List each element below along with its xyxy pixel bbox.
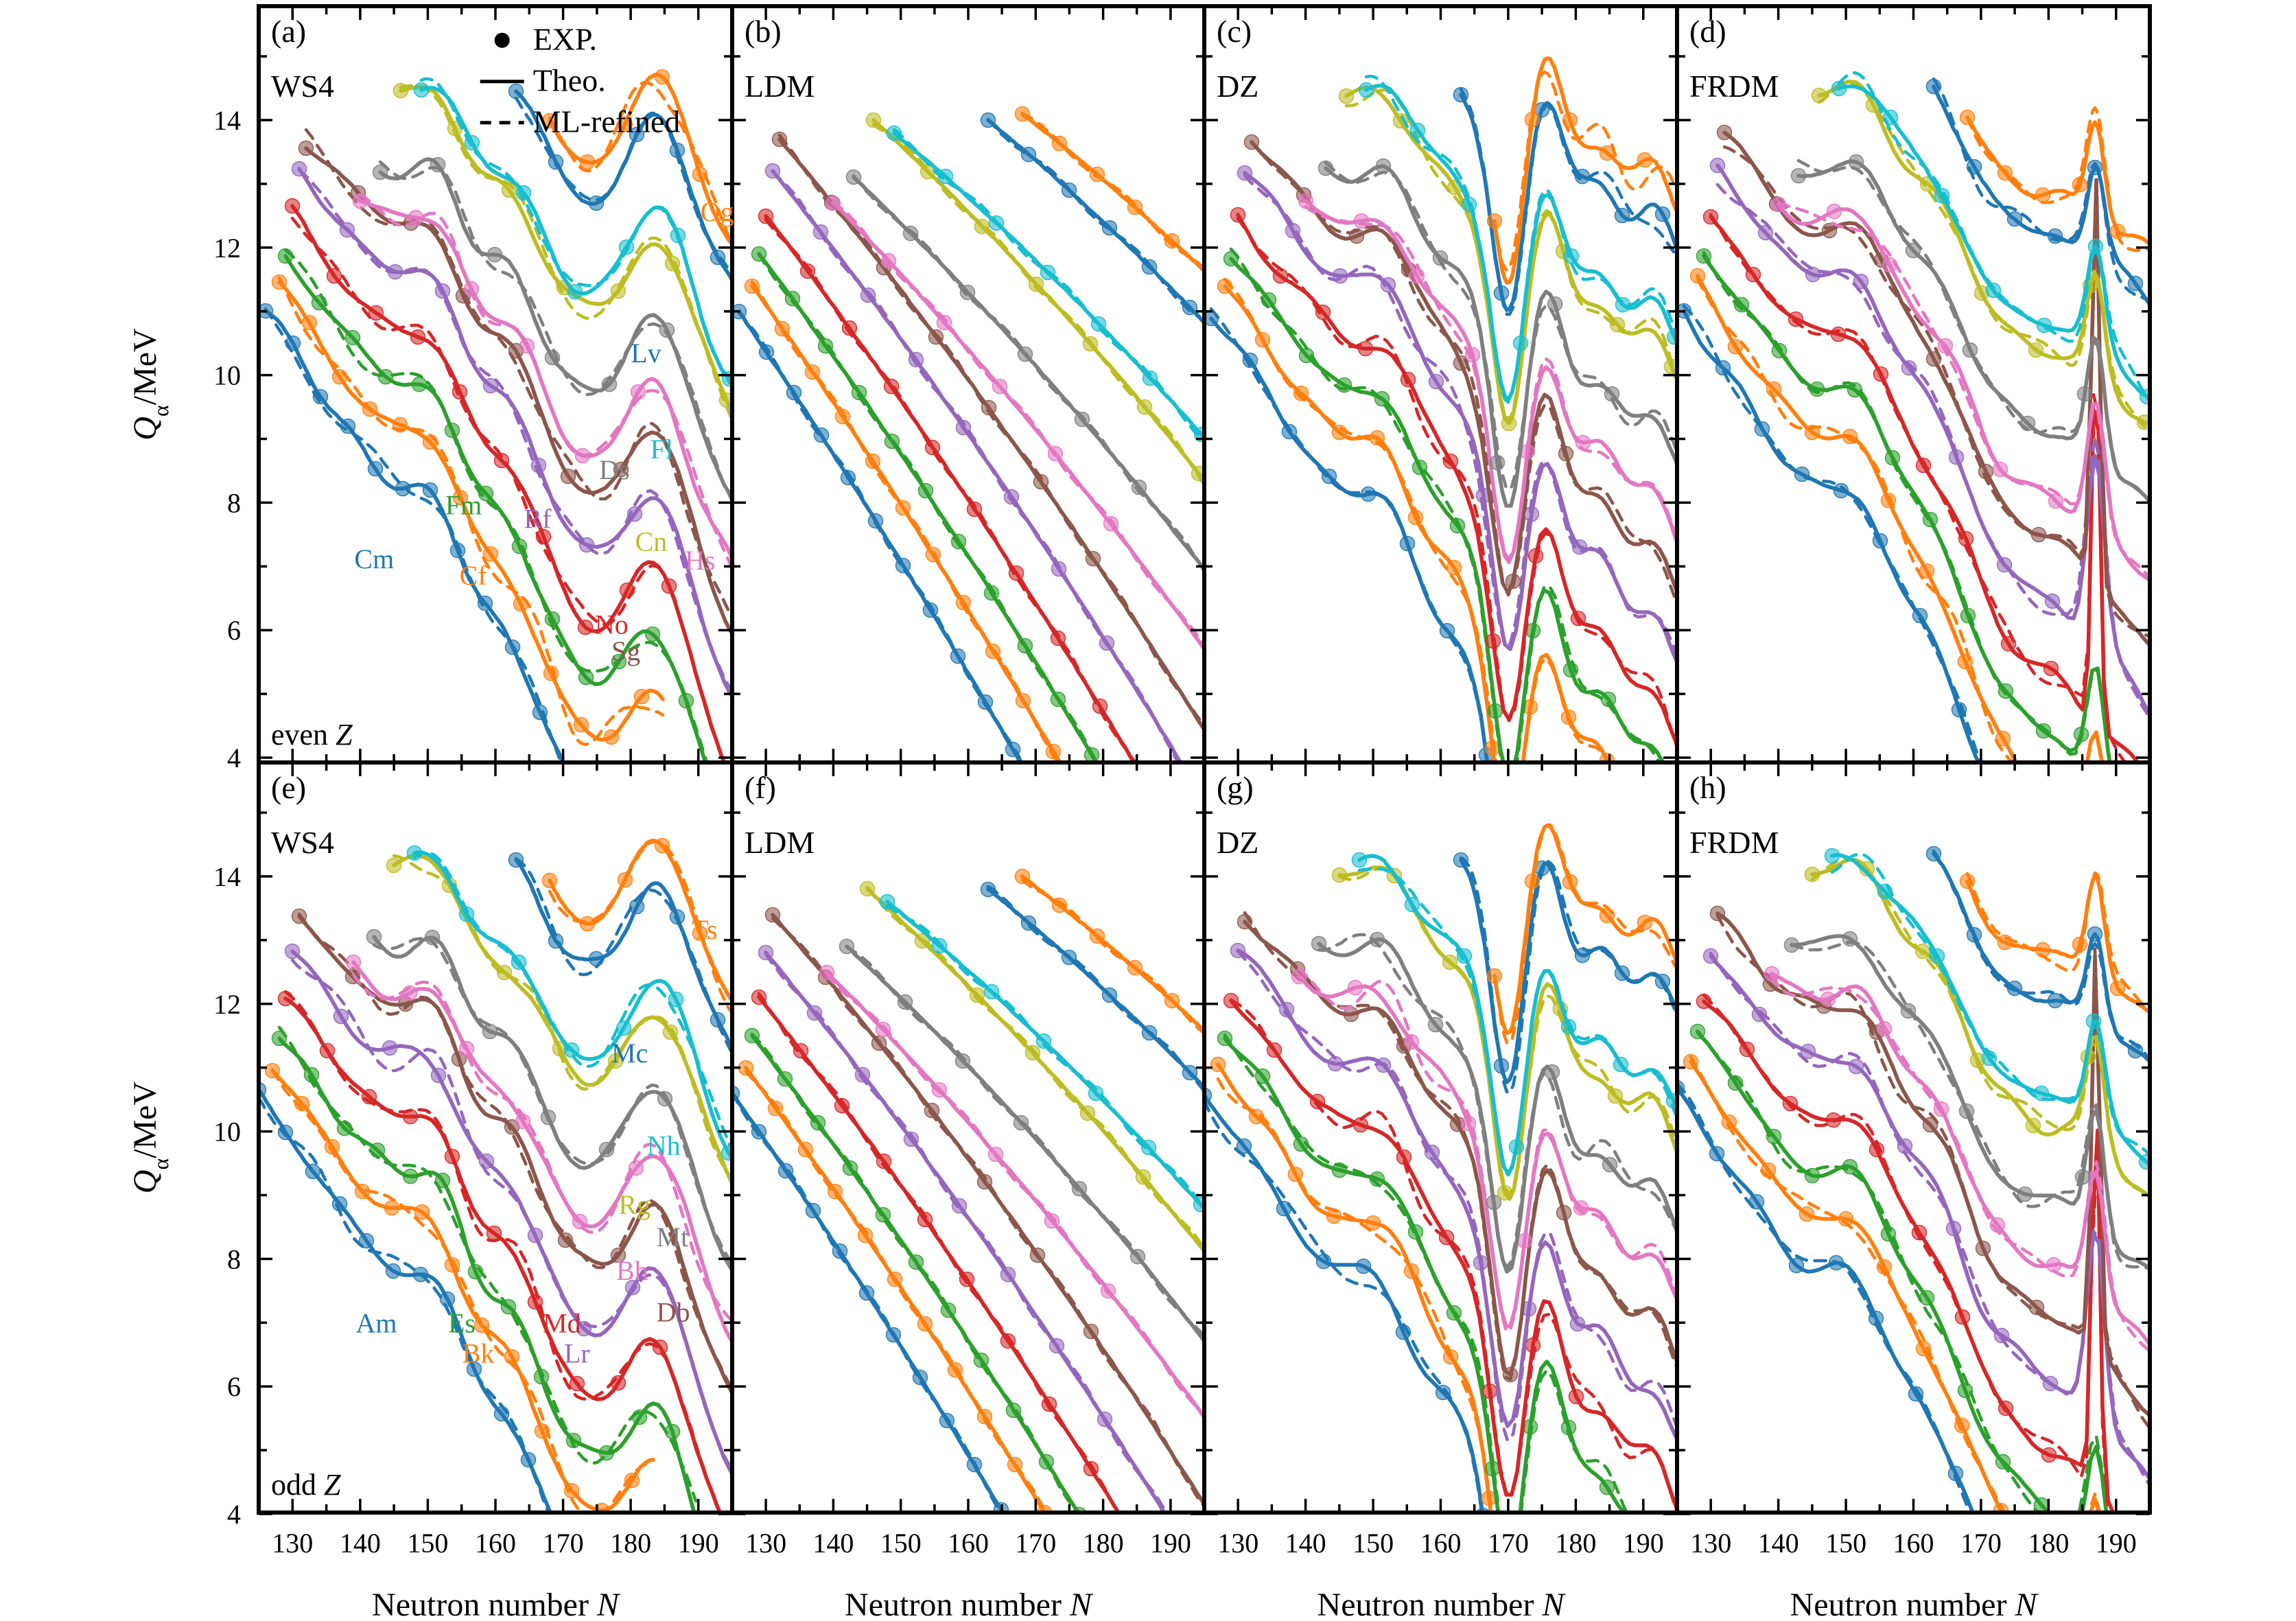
svg-text:10: 10 bbox=[213, 1117, 241, 1147]
svg-text:odd Z: odd Z bbox=[271, 1468, 341, 1502]
svg-text:170: 170 bbox=[1960, 1528, 2002, 1559]
svg-text:160: 160 bbox=[1893, 1528, 1934, 1559]
svg-text:190: 190 bbox=[678, 1528, 719, 1559]
svg-text:Am: Am bbox=[356, 1308, 397, 1339]
svg-text:Rg: Rg bbox=[618, 1189, 651, 1220]
svg-text:FRDM: FRDM bbox=[1689, 825, 1779, 860]
svg-text:Mc: Mc bbox=[611, 1038, 648, 1069]
svg-text:160: 160 bbox=[1420, 1528, 1462, 1559]
svg-text:WS4: WS4 bbox=[271, 69, 334, 104]
svg-text:12: 12 bbox=[213, 233, 241, 264]
svg-text:Theo.: Theo. bbox=[533, 63, 606, 98]
svg-text:140: 140 bbox=[812, 1528, 854, 1559]
svg-text:Bk: Bk bbox=[462, 1338, 495, 1368]
svg-text:Nh: Nh bbox=[647, 1130, 681, 1161]
svg-text:190: 190 bbox=[1150, 1528, 1191, 1559]
svg-text:140: 140 bbox=[1285, 1528, 1326, 1559]
svg-text:170: 170 bbox=[1488, 1528, 1529, 1559]
svg-text:EXP.: EXP. bbox=[533, 22, 597, 57]
svg-text:Lr: Lr bbox=[564, 1338, 590, 1368]
svg-text:4: 4 bbox=[227, 743, 241, 773]
svg-text:(f): (f) bbox=[745, 770, 776, 805]
svg-text:LDM: LDM bbox=[745, 825, 815, 860]
svg-text:Fm: Fm bbox=[445, 490, 482, 521]
svg-text:Cf: Cf bbox=[460, 560, 488, 591]
svg-text:(c): (c) bbox=[1217, 14, 1252, 49]
svg-text:(b): (b) bbox=[745, 14, 782, 49]
svg-text:8: 8 bbox=[227, 487, 241, 518]
svg-text:Neutron number N: Neutron number N bbox=[1790, 1587, 2039, 1621]
svg-text:WS4: WS4 bbox=[271, 825, 334, 860]
svg-text:150: 150 bbox=[407, 1528, 448, 1559]
svg-text:190: 190 bbox=[1623, 1528, 1664, 1559]
svg-text:150: 150 bbox=[1352, 1528, 1394, 1559]
svg-text:130: 130 bbox=[272, 1528, 313, 1559]
svg-text:4: 4 bbox=[227, 1499, 241, 1530]
svg-text:ML-refined: ML-refined bbox=[533, 104, 681, 139]
svg-text:140: 140 bbox=[340, 1528, 381, 1559]
svg-text:6: 6 bbox=[227, 615, 241, 646]
svg-text:150: 150 bbox=[1825, 1528, 1866, 1559]
svg-text:160: 160 bbox=[475, 1528, 516, 1559]
svg-text:even Z: even Z bbox=[271, 718, 353, 751]
svg-text:180: 180 bbox=[2028, 1528, 2069, 1559]
svg-text:Cm: Cm bbox=[354, 544, 394, 574]
svg-text:Fl: Fl bbox=[651, 434, 673, 465]
svg-text:(a): (a) bbox=[271, 14, 306, 49]
svg-text:14: 14 bbox=[213, 105, 241, 136]
svg-text:160: 160 bbox=[948, 1528, 989, 1559]
svg-text:Mt: Mt bbox=[657, 1222, 689, 1252]
svg-text:Md: Md bbox=[543, 1308, 581, 1339]
svg-text:(d): (d) bbox=[1689, 14, 1726, 49]
svg-text:FRDM: FRDM bbox=[1689, 69, 1779, 104]
svg-text:LDM: LDM bbox=[745, 69, 815, 104]
svg-text:Og: Og bbox=[701, 196, 734, 227]
svg-text:180: 180 bbox=[1555, 1528, 1596, 1559]
svg-text:170: 170 bbox=[1015, 1528, 1056, 1559]
svg-text:12: 12 bbox=[213, 989, 241, 1020]
svg-text:6: 6 bbox=[227, 1371, 241, 1402]
svg-text:(h): (h) bbox=[1689, 770, 1726, 805]
svg-text:Neutron number N: Neutron number N bbox=[1317, 1587, 1567, 1621]
svg-text:140: 140 bbox=[1758, 1528, 1799, 1559]
svg-text:Sg: Sg bbox=[611, 635, 640, 666]
svg-text:Ts: Ts bbox=[692, 914, 717, 945]
svg-text:Es: Es bbox=[448, 1308, 476, 1339]
svg-text:Db: Db bbox=[657, 1296, 690, 1327]
svg-text:10: 10 bbox=[213, 360, 241, 391]
svg-text:Hs: Hs bbox=[685, 545, 715, 576]
svg-text:8: 8 bbox=[227, 1244, 241, 1274]
svg-text:(g): (g) bbox=[1217, 770, 1254, 805]
svg-text:Rf: Rf bbox=[524, 503, 552, 534]
svg-text:Ds: Ds bbox=[599, 454, 629, 485]
svg-text:170: 170 bbox=[543, 1528, 584, 1559]
svg-text:Bh: Bh bbox=[616, 1255, 648, 1286]
svg-text:DZ: DZ bbox=[1217, 69, 1258, 104]
svg-text:14: 14 bbox=[213, 861, 241, 892]
svg-text:Cn: Cn bbox=[635, 526, 668, 557]
svg-text:180: 180 bbox=[1083, 1528, 1124, 1559]
svg-text:Lv: Lv bbox=[631, 338, 661, 369]
svg-text:Neutron number N: Neutron number N bbox=[372, 1587, 621, 1621]
svg-text:190: 190 bbox=[2096, 1528, 2137, 1559]
svg-text:130: 130 bbox=[1690, 1528, 1731, 1559]
svg-text:130: 130 bbox=[1217, 1528, 1258, 1559]
svg-text:Neutron number N: Neutron number N bbox=[845, 1587, 1094, 1621]
svg-text:150: 150 bbox=[880, 1528, 922, 1559]
svg-text:DZ: DZ bbox=[1217, 825, 1258, 860]
svg-text:130: 130 bbox=[745, 1528, 786, 1559]
svg-text:(e): (e) bbox=[271, 770, 306, 805]
svg-text:180: 180 bbox=[610, 1528, 651, 1559]
